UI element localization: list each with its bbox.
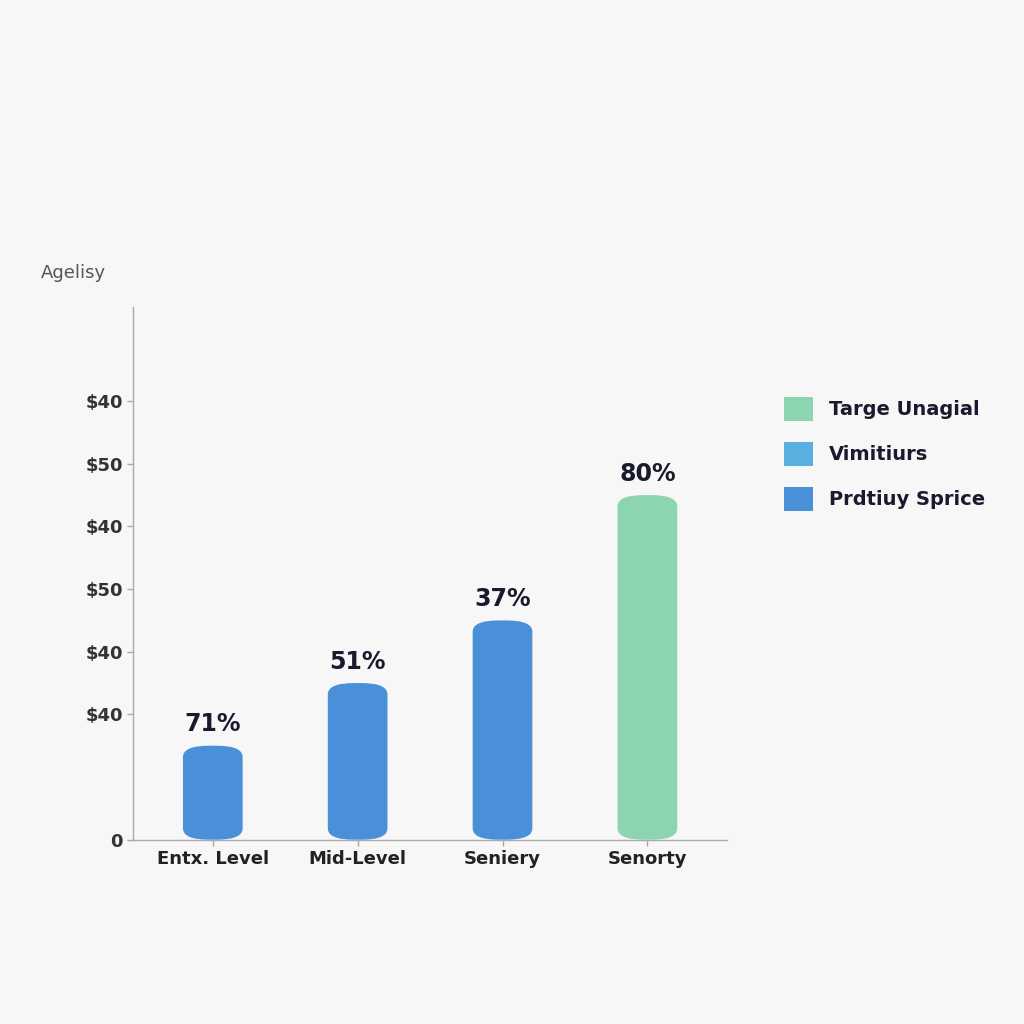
- FancyBboxPatch shape: [473, 621, 532, 840]
- Text: 51%: 51%: [330, 649, 386, 674]
- Bar: [465, 621, 541, 840]
- Text: 80%: 80%: [620, 462, 676, 485]
- Bar: [609, 496, 685, 840]
- Legend: Targe Unagial, Vimitiurs, Prdtiuy Sprice: Targe Unagial, Vimitiurs, Prdtiuy Sprice: [784, 396, 985, 511]
- Bar: [175, 745, 251, 840]
- Bar: [319, 683, 395, 840]
- Text: 71%: 71%: [184, 713, 241, 736]
- FancyBboxPatch shape: [183, 745, 243, 840]
- Text: 37%: 37%: [474, 587, 530, 611]
- Text: Agelisy: Agelisy: [41, 263, 106, 282]
- FancyBboxPatch shape: [617, 496, 677, 840]
- FancyBboxPatch shape: [328, 683, 387, 840]
